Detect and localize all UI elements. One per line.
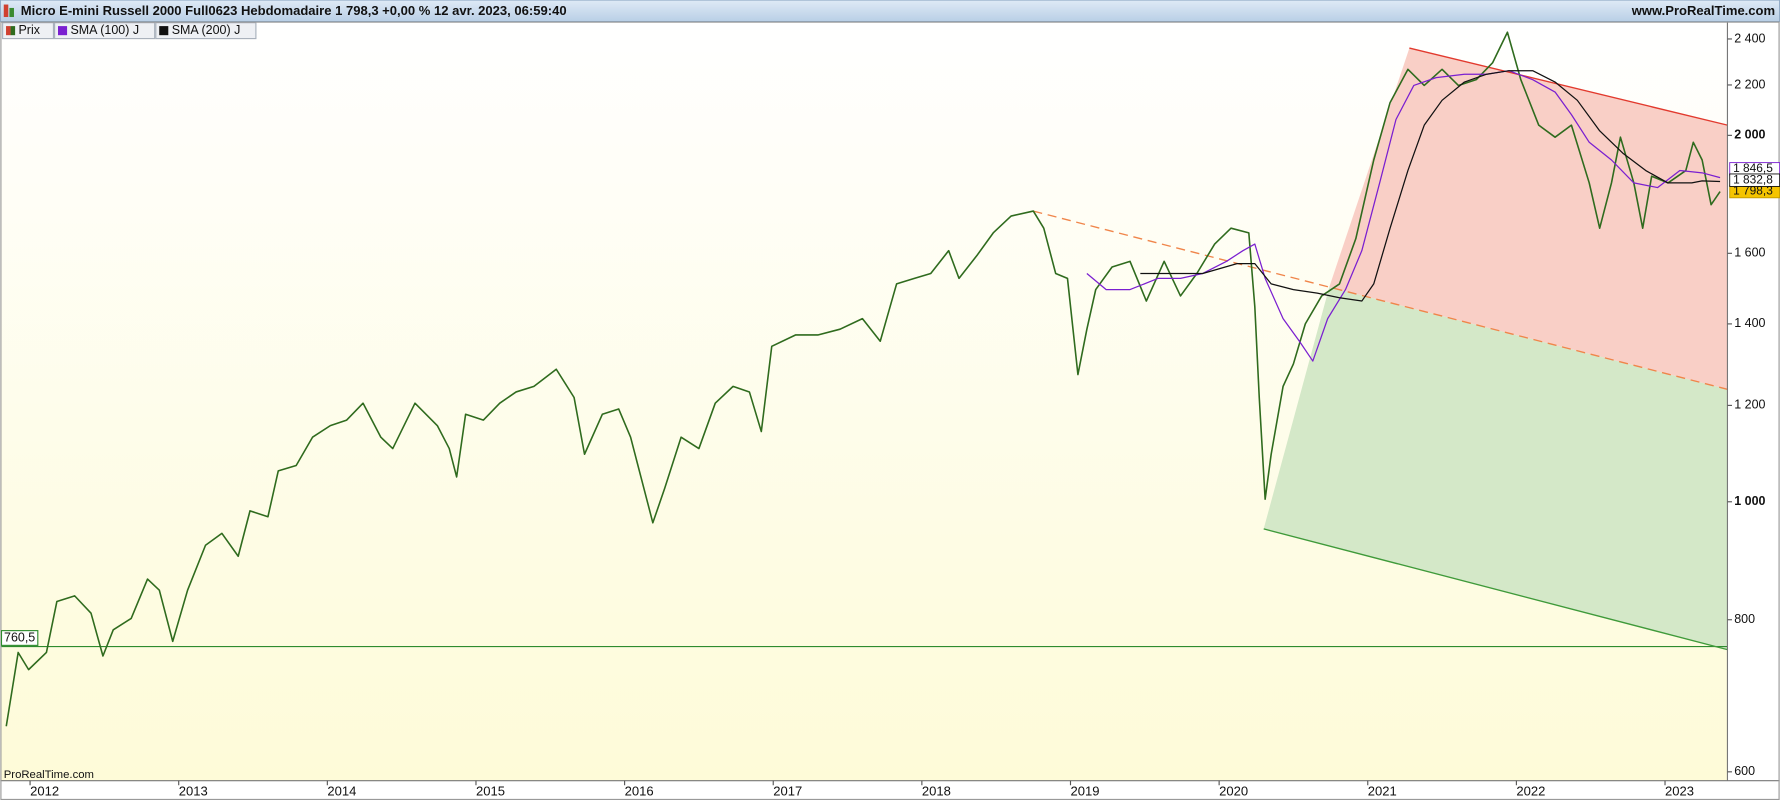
y-tick-label: 1 000	[1734, 494, 1765, 508]
legend-swatch	[58, 26, 68, 36]
x-tick-label: 2019	[1070, 783, 1099, 798]
y-tick-label: 600	[1734, 764, 1755, 778]
app-icon	[3, 4, 9, 18]
legend-label: SMA (200) J	[172, 23, 241, 37]
x-tick-label: 2015	[476, 783, 505, 798]
x-tick-label: 2014	[327, 783, 356, 798]
y-tick-label: 1 600	[1734, 246, 1765, 260]
last-value-label: 1 798,3	[1733, 184, 1773, 198]
last-value-label: 1 846,5	[1733, 161, 1773, 175]
price-line	[5, 31, 1721, 727]
y-tick-label: 800	[1734, 612, 1755, 626]
x-tick-label: 2018	[922, 783, 951, 798]
app-icon	[9, 7, 14, 18]
upper-channel-fill	[1329, 48, 1728, 390]
sma-line	[1086, 70, 1721, 362]
level-label-box	[0, 630, 39, 646]
sma-line	[1140, 70, 1721, 302]
legend-label: SMA (100) J	[70, 23, 139, 37]
trendline	[1263, 528, 1728, 651]
y-tick-label: 2 400	[1734, 31, 1765, 45]
y-tick-label: 1 200	[1734, 398, 1765, 412]
y-tick-label: 2 200	[1734, 77, 1765, 91]
x-tick-label: 2017	[773, 783, 802, 798]
x-tick-label: 2020	[1219, 783, 1248, 798]
chart-title: Micro E-mini Russell 2000 Full0623 Hebdo…	[21, 3, 567, 18]
y-tick-label: 2 000	[1734, 128, 1765, 142]
y-tick-label: 1 400	[1734, 316, 1765, 330]
level-label: 760,5	[4, 630, 35, 644]
x-tick-label: 2021	[1368, 783, 1397, 798]
legend-swatch	[159, 26, 169, 36]
trendline	[1409, 47, 1728, 126]
last-value-label: 1 832,8	[1733, 172, 1773, 186]
trendline	[1033, 210, 1728, 390]
legend-swatch	[6, 26, 11, 36]
legend-label: Prix	[19, 23, 41, 37]
x-tick-label: 2022	[1516, 783, 1545, 798]
watermark: ProRealTime.com	[4, 769, 94, 781]
x-tick-label: 2013	[179, 783, 208, 798]
x-tick-label: 2016	[625, 783, 654, 798]
x-tick-label: 2023	[1665, 783, 1694, 798]
legend-swatch	[10, 26, 16, 36]
frame	[0, 21, 1780, 800]
source: www.ProRealTime.com	[1631, 3, 1775, 18]
x-tick-label: 2012	[30, 783, 59, 798]
